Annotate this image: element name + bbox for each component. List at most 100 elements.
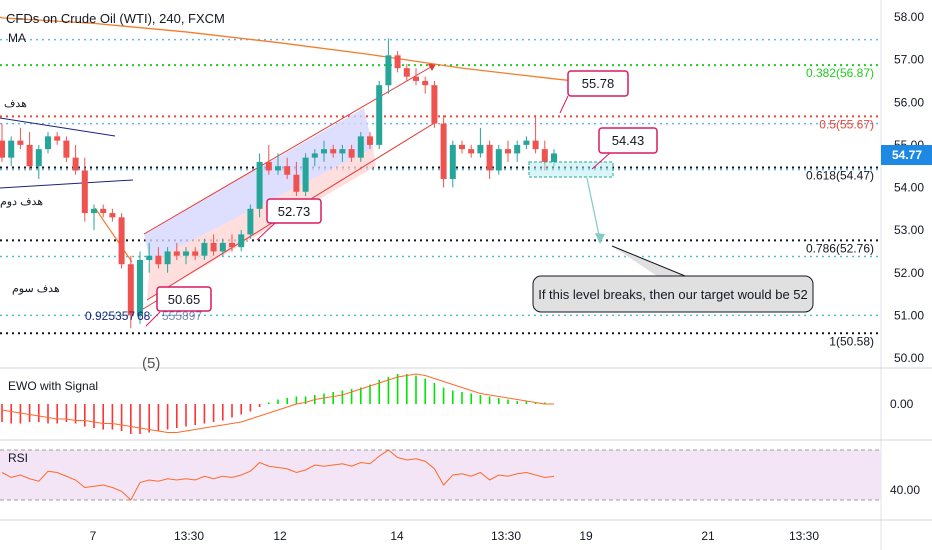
fib-ratio-overlay: 68 — [137, 309, 151, 323]
rsi-label: RSI — [8, 451, 28, 465]
candle — [256, 153, 263, 218]
candle — [164, 247, 171, 273]
fib-level-label: 1(50.58) — [829, 334, 874, 348]
fib-level-label: 0.786(52.76) — [806, 241, 874, 255]
price-tick: 57.00 — [894, 53, 924, 67]
candles — [0, 38, 557, 329]
price-tick: 56.00 — [894, 95, 924, 109]
callout-text: 54.43 — [612, 133, 645, 148]
fib-ratio-label: 0.925357 — [85, 309, 135, 323]
candle — [35, 144, 42, 179]
current-price-value: 54.77 — [892, 148, 922, 162]
callout-55-78: 55.78 — [559, 70, 629, 114]
candle — [284, 157, 291, 179]
candle — [201, 238, 208, 260]
candle — [449, 140, 456, 188]
candle — [91, 204, 97, 231]
target-note: If this level breaks, then our target wo… — [532, 245, 814, 313]
price-axis: 58.0057.0056.0055.0054.0053.0052.0051.00… — [894, 10, 924, 365]
time-tick: 19 — [579, 529, 593, 543]
candle — [173, 242, 180, 260]
candle — [477, 127, 484, 158]
candle — [219, 238, 226, 256]
candle — [495, 144, 502, 175]
target-label-2: هدف دوم — [0, 196, 43, 208]
ewo-panel — [1, 373, 554, 434]
ewo-label: EWO with Signal — [8, 379, 98, 393]
candle — [413, 68, 419, 86]
candle — [505, 140, 511, 162]
candle — [8, 136, 15, 167]
candle — [431, 80, 438, 128]
candle — [275, 153, 281, 175]
candle — [367, 132, 373, 150]
candle — [63, 136, 70, 162]
candle — [339, 144, 346, 162]
candle — [54, 132, 61, 145]
wave-label: (5) — [142, 355, 160, 372]
time-tick: 7 — [90, 529, 97, 543]
trendline-upper — [0, 117, 116, 137]
rsi-panel — [1, 449, 555, 501]
fib-ratio-value: 555897 — [162, 309, 202, 323]
candle — [459, 140, 465, 154]
current-price-tag: 54.77 — [881, 145, 932, 165]
candle — [183, 247, 189, 265]
price-tick: 50.00 — [894, 351, 924, 365]
price-tick: 53.00 — [894, 223, 924, 237]
candle — [100, 204, 107, 218]
candle — [146, 242, 153, 273]
fib-level-label: 0.618(54.47) — [806, 168, 874, 182]
callout-text: 50.65 — [168, 292, 201, 307]
callout-text: 55.78 — [582, 76, 615, 91]
price-tick: 52.00 — [894, 266, 924, 280]
candle — [302, 153, 309, 197]
candle — [81, 157, 88, 222]
drop-arrow — [94, 207, 133, 263]
callout-50-65: 50.65 — [145, 286, 212, 327]
rsi-tick: 40.00 — [890, 483, 920, 497]
candle — [385, 38, 392, 94]
candle — [127, 255, 134, 329]
candle — [137, 251, 143, 324]
time-tick: 13:30 — [789, 529, 819, 543]
target-arrow — [586, 177, 601, 241]
target-label-1: هدف — [4, 98, 27, 110]
candle — [422, 76, 429, 94]
candle — [210, 234, 217, 256]
trend-lines — [0, 117, 164, 313]
time-tick: 13:30 — [174, 529, 204, 543]
note-text: If this level breaks, then our target wo… — [538, 287, 808, 302]
ewo-signal-line — [1, 373, 554, 433]
channel-arrow-head — [428, 64, 436, 71]
time-tick: 14 — [390, 529, 404, 543]
candle — [17, 127, 24, 150]
candle — [247, 204, 254, 239]
candle — [532, 115, 539, 154]
time-tick: 12 — [273, 529, 287, 543]
candle — [440, 115, 447, 188]
target-arrow-head — [595, 233, 605, 244]
ma-line — [0, 16, 575, 82]
time-axis: 7 13:30 12 14 13:30 19 21 13:30 — [90, 529, 820, 543]
callout-text: 52.73 — [278, 204, 311, 219]
candle — [376, 80, 383, 150]
chart-title: CFDs on Crude Oil (WTI), 240, FXCM — [6, 11, 225, 26]
callout-54-43: 54.43 — [591, 127, 658, 170]
support-zone-box — [528, 161, 614, 178]
candle — [238, 230, 245, 252]
rsi-line — [1, 449, 555, 501]
trendline-lower — [0, 179, 134, 189]
candle — [394, 51, 401, 73]
candle — [348, 144, 355, 162]
candle — [155, 247, 162, 269]
price-tick: 58.00 — [894, 10, 924, 24]
candle — [330, 144, 337, 158]
candle — [403, 63, 410, 81]
time-tick: 13:30 — [491, 529, 521, 543]
channel-upper-line — [143, 63, 437, 235]
ewo-tick: 0.00 — [890, 397, 914, 411]
target-label-3: هدف سوم — [12, 283, 60, 295]
candle — [118, 213, 125, 269]
